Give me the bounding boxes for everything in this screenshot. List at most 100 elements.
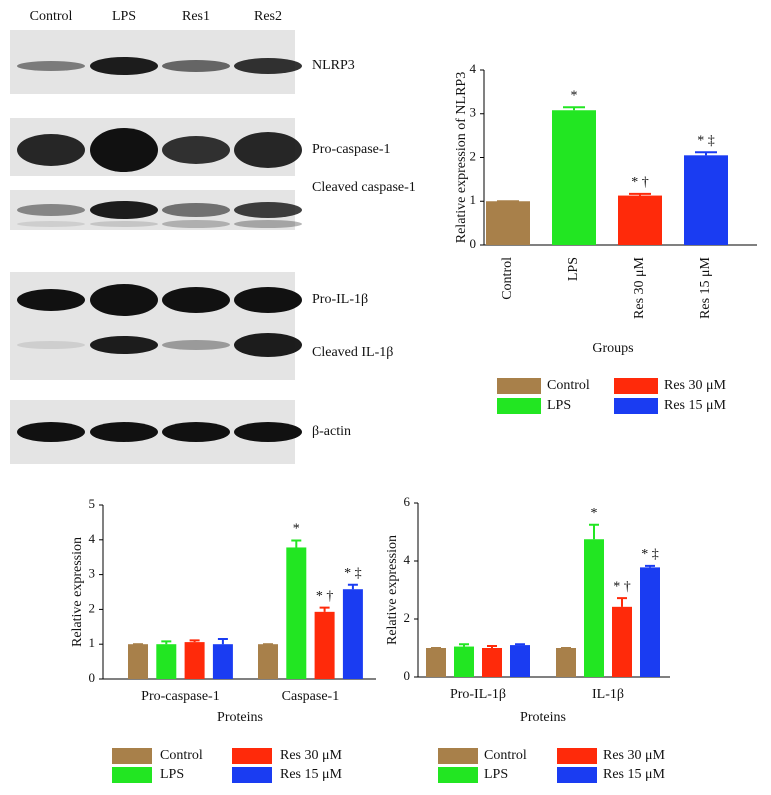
blot-band — [162, 60, 230, 72]
chart: 0 2 4 6 Relative expression Proteins Pro-IL-1β… — [385, 494, 670, 783]
blot-band — [162, 422, 230, 442]
band-label: Cleaved caspase-1 — [312, 180, 416, 195]
x-tick-label: LPS — [566, 257, 581, 281]
y-tick-label: 1 — [470, 192, 477, 207]
error-bar — [617, 597, 627, 607]
blot-band — [234, 333, 302, 357]
blot-band — [17, 221, 85, 227]
blot-band — [162, 287, 230, 313]
significance-label: * — [571, 88, 578, 103]
bar — [510, 645, 530, 677]
error-bar — [589, 523, 599, 540]
blot-band — [234, 132, 302, 168]
x-tick-label: Res 15 μM — [698, 256, 713, 319]
bar — [128, 644, 148, 679]
legend-label: Res 30 μM — [280, 748, 343, 763]
error-bar — [645, 564, 655, 568]
error-bar — [695, 151, 717, 156]
blot-band — [17, 61, 85, 71]
bar — [454, 646, 474, 677]
x-tick-label: Caspase-1 — [282, 689, 340, 704]
blot-band — [17, 422, 85, 442]
lane-label: Control — [30, 9, 73, 24]
blot-strip — [10, 272, 295, 380]
error-bar — [459, 643, 469, 647]
legend-swatch — [232, 767, 272, 783]
blot-band — [234, 220, 302, 228]
bar — [556, 648, 576, 677]
legend-label: Res 30 μM — [603, 748, 666, 763]
blot-band — [162, 203, 230, 217]
significance-label: * † — [316, 589, 334, 604]
x-tick-label: IL-1β — [592, 687, 624, 702]
y-tick-label: 2 — [404, 610, 411, 625]
error-bar — [217, 637, 228, 645]
error-bar — [319, 606, 330, 612]
y-tick-label: 4 — [470, 61, 477, 76]
blot-band — [234, 287, 302, 313]
x-axis-label: Proteins — [520, 710, 566, 725]
y-tick-label: 1 — [89, 635, 96, 650]
bar — [640, 567, 660, 677]
error-bar — [487, 644, 497, 648]
band-label: Pro-IL-1β — [312, 292, 368, 307]
y-tick-label: 3 — [470, 105, 477, 120]
legend-label: Res 15 μM — [664, 398, 727, 413]
blot-band — [90, 422, 158, 442]
bar — [584, 539, 604, 677]
legend-label: LPS — [547, 398, 571, 413]
bar — [314, 611, 335, 679]
y-tick-label: 0 — [89, 670, 96, 685]
legend-swatch — [438, 767, 478, 783]
error-bar — [291, 539, 302, 548]
blot-strips — [10, 30, 295, 464]
error-bar — [347, 583, 358, 590]
legend-swatch — [438, 748, 478, 764]
legend-label: Control — [484, 748, 527, 763]
legend-swatch — [497, 398, 541, 414]
blot-band — [90, 128, 158, 172]
y-tick-label: 4 — [89, 531, 96, 546]
blot-band — [234, 58, 302, 74]
bar — [342, 589, 363, 679]
lane-label: LPS — [112, 9, 136, 24]
y-axis-label: Relative expression — [70, 537, 85, 647]
chart: 0 1 2 3 4 5 Relative expression Proteins Pro-cas… — [70, 496, 376, 783]
x-axis-label: Groups — [592, 341, 633, 356]
lane-label: Res1 — [182, 9, 210, 24]
x-axis-label: Proteins — [217, 710, 263, 725]
legend-swatch — [112, 748, 152, 764]
blot-band — [162, 136, 230, 164]
bar — [552, 110, 596, 245]
y-tick-label: 0 — [470, 236, 477, 251]
blot-band — [234, 202, 302, 218]
legend-swatch — [614, 398, 658, 414]
error-bar — [629, 192, 651, 196]
y-tick-label: 2 — [470, 148, 477, 163]
legend-swatch — [112, 767, 152, 783]
y-axis-label: Relative expression of NLRP3 — [454, 72, 469, 243]
bar — [486, 201, 530, 245]
legend-swatch — [614, 378, 658, 394]
significance-label: * ‡ — [697, 133, 715, 148]
legend-label: LPS — [160, 767, 184, 782]
blot-band — [234, 422, 302, 442]
lane-label: Res2 — [254, 9, 282, 24]
blot-band — [17, 289, 85, 311]
significance-label: * † — [613, 579, 631, 594]
bar — [612, 606, 632, 677]
bar — [684, 155, 728, 245]
blot-band — [90, 201, 158, 219]
legend-label: Res 30 μM — [664, 378, 727, 393]
error-bar — [563, 106, 585, 111]
band-label: β-actin — [312, 424, 351, 439]
blot-band — [17, 341, 85, 349]
bar — [618, 195, 662, 245]
blot-band — [90, 336, 158, 354]
y-tick-label: 2 — [89, 600, 96, 615]
blot-band — [90, 284, 158, 316]
y-tick-label: 0 — [404, 668, 411, 683]
legend-label: Control — [160, 748, 203, 763]
x-tick-label: Res 30 μM — [632, 256, 647, 319]
blot-band — [17, 134, 85, 166]
